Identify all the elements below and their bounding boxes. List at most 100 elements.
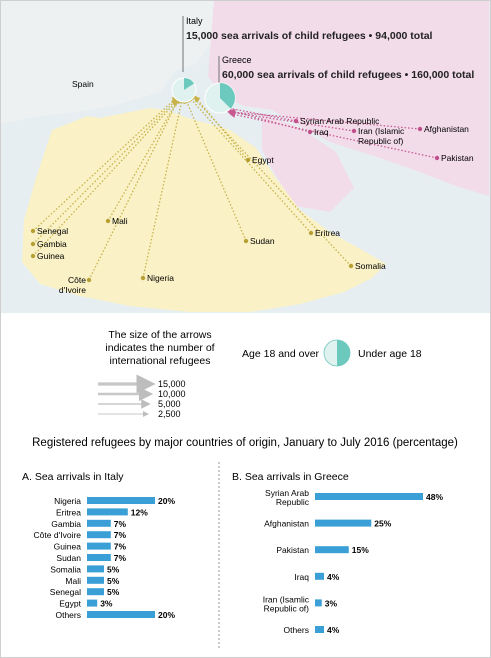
dot-sudan (243, 238, 249, 244)
dot-gambia (30, 241, 36, 247)
value-label: 7% (114, 519, 127, 529)
category-label: Senegal (50, 587, 81, 597)
label-mali: Mali (112, 216, 128, 226)
dot-syria (293, 118, 299, 124)
bar (315, 493, 423, 500)
category-label: Others (283, 625, 309, 635)
arrow-mali (107, 93, 182, 222)
category-label: Eritrea (56, 507, 81, 517)
arrow-eritrea (187, 95, 312, 234)
value-label: 5% (107, 576, 120, 586)
bar (87, 599, 98, 607)
bar (315, 546, 349, 554)
dot-eritrea (308, 230, 314, 236)
arrow-scale-label: 2,500 (158, 409, 181, 419)
value-label: 20% (158, 610, 175, 620)
destination-pies (171, 77, 236, 114)
category-label: Afghanistan (264, 519, 309, 529)
value-label: 3% (325, 598, 338, 608)
category-label: Mali (65, 576, 81, 586)
bar (87, 531, 111, 539)
category-label: Gambia (51, 519, 81, 529)
category-label: Syrian Arab Republic (265, 488, 310, 507)
europe-landmass (1, 1, 220, 124)
chart-greece: B. Sea arrivals in Greece Syrian Arab Repu… (232, 471, 443, 635)
value-label: 3% (100, 599, 113, 609)
value-label: 20% (158, 496, 175, 506)
age-over-label: Age 18 and over (242, 348, 320, 360)
arabian-peninsula (262, 114, 354, 212)
map (1, 1, 490, 313)
chart-title: B. Sea arrivals in Greece (232, 471, 349, 483)
label-italy: Italy (186, 16, 203, 26)
label-senegal: Senegal (37, 226, 68, 236)
arrow-nigeria (142, 96, 185, 279)
bar (315, 626, 324, 633)
label-pakistan: Pakistan (441, 153, 474, 163)
label-somalia: Somalia (355, 261, 386, 271)
value-label: 7% (114, 542, 127, 552)
italy-pie (171, 77, 197, 103)
label-sudan: Sudan (250, 236, 275, 246)
arrow-scale-label: 10,000 (158, 389, 186, 399)
age-under-label: Under age 18 (358, 348, 422, 360)
bar (315, 599, 322, 607)
arrow-senegal (32, 95, 179, 232)
dot-cotedivoire (86, 277, 92, 283)
dot-afghanistan (417, 126, 423, 132)
bar (87, 497, 155, 504)
value-label: 4% (327, 572, 340, 582)
bar (87, 611, 155, 618)
value-label: 4% (327, 625, 340, 635)
migration-arrows (32, 93, 438, 281)
category-label: Egypt (59, 599, 81, 609)
label-cotedivoire: Côte d'Ivoire (59, 275, 86, 295)
value-label: 15% (352, 545, 369, 555)
italy-summary: 15,000 sea arrivals of child refugees • … (186, 30, 433, 42)
label-egypt: Egypt (252, 155, 274, 165)
category-label: Somalia (50, 564, 81, 574)
label-iraq: Iraq (314, 127, 329, 137)
bar (87, 554, 111, 561)
arrow-sudan (184, 97, 247, 242)
label-guinea: Guinea (37, 251, 65, 261)
arrow-scale-label: 15,000 (158, 379, 186, 389)
value-label: 7% (114, 530, 127, 540)
value-label: 12% (131, 507, 148, 517)
charts-heading: Registered refugees by major countries o… (32, 437, 458, 449)
category-label: Iraq (294, 572, 309, 582)
category-label: Others (55, 610, 81, 620)
value-label: 7% (114, 553, 127, 563)
chart-italy: A. Sea arrivals in Italy Nigeria 20% Eritre… (22, 471, 175, 620)
arrow-somalia (189, 93, 352, 267)
value-label: 5% (107, 564, 120, 574)
bar (87, 588, 104, 596)
dot-somalia (348, 263, 354, 269)
legend: The size of the arrows indicates the numb… (98, 329, 422, 419)
bar (87, 542, 111, 550)
greece-summary: 60,000 sea arrivals of child refugees • … (222, 69, 474, 81)
label-afghanistan: Afghanistan (424, 124, 469, 134)
arrow-syria (224, 105, 297, 122)
dot-senegal (30, 228, 36, 234)
arrow-gambia (32, 97, 179, 245)
label-syria: Syrian Arab Republic (300, 116, 380, 126)
label-nigeria: Nigeria (147, 273, 174, 283)
chart-title: A. Sea arrivals in Italy (22, 471, 124, 483)
arrow-scale-label: 5,000 (158, 399, 181, 409)
arrow-size-note: The size of the arrows indicates the numb… (105, 329, 214, 367)
category-label: Iran (Isamlic Republic of) (263, 594, 310, 613)
label-eritrea: Eritrea (315, 228, 340, 238)
dot-iraq (307, 129, 313, 135)
category-label: Nigeria (54, 496, 81, 506)
category-label: Guinea (54, 542, 82, 552)
bar (87, 576, 104, 584)
dot-pakistan (434, 155, 440, 161)
age-pie-under-slice (337, 340, 350, 366)
category-label: Pakistan (276, 545, 309, 555)
label-iran: Iran (Islamic Republic of) (358, 126, 405, 146)
age-legend: Age 18 and over Under age 18 (242, 339, 422, 367)
